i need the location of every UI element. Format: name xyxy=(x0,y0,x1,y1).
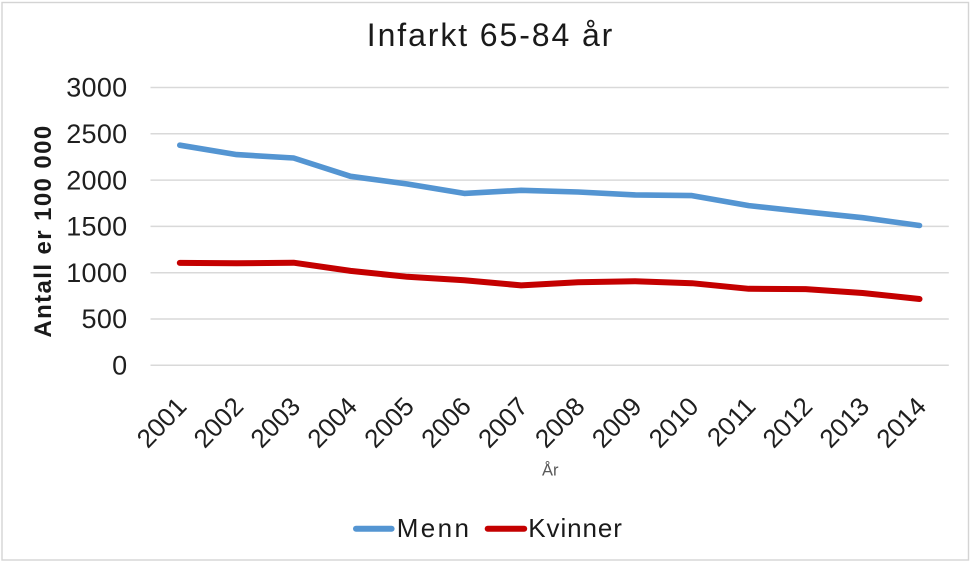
svg-text:1000: 1000 xyxy=(66,258,127,288)
svg-text:Kvinner: Kvinner xyxy=(528,513,622,543)
svg-text:1500: 1500 xyxy=(66,212,127,242)
svg-text:3000: 3000 xyxy=(66,73,127,103)
svg-text:Infarkt 65-84 år: Infarkt 65-84 år xyxy=(367,17,614,53)
svg-text:0: 0 xyxy=(112,351,127,381)
svg-text:Menn: Menn xyxy=(397,513,472,543)
svg-text:År: År xyxy=(542,461,559,480)
svg-text:Antall er 100 000: Antall er 100 000 xyxy=(30,124,57,337)
svg-text:500: 500 xyxy=(82,304,128,334)
svg-text:2500: 2500 xyxy=(66,119,127,149)
svg-text:2000: 2000 xyxy=(66,165,127,195)
